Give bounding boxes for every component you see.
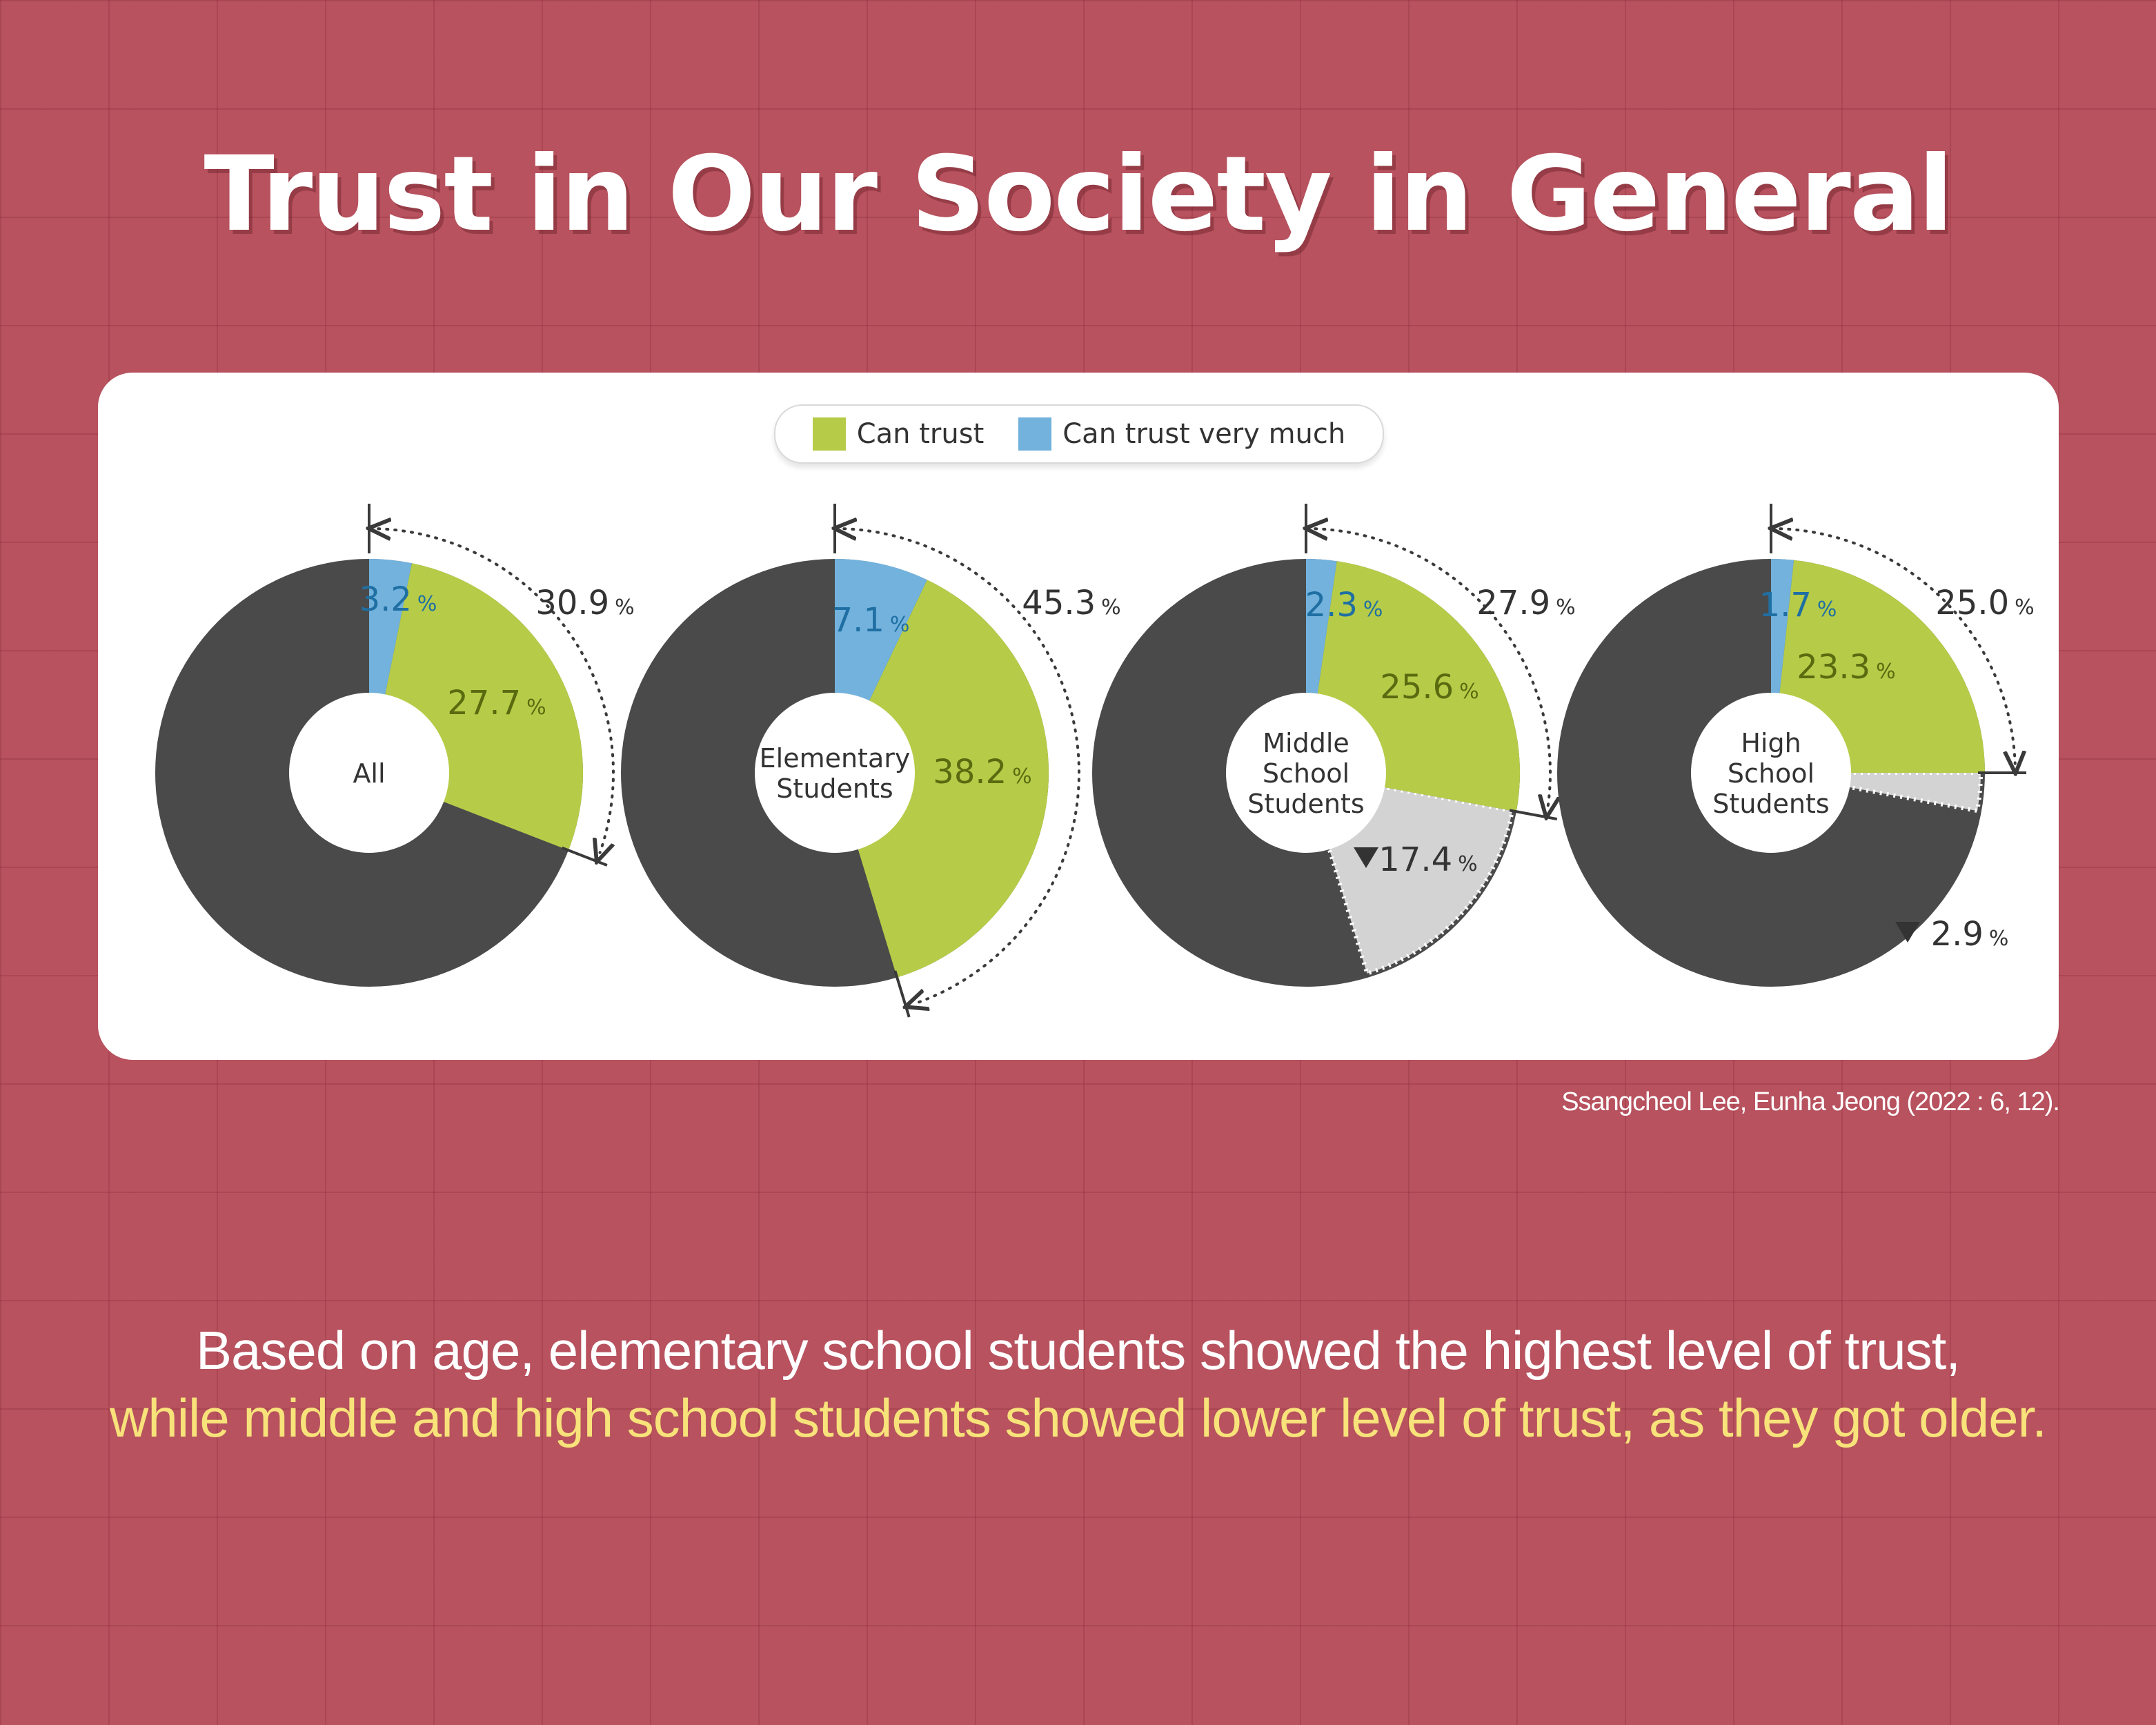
label-can-trust: 27.7% — [447, 684, 546, 722]
donut-chart-4: High School Students 1.7 % 23.3 % 25.0 % 2.9% — [1557, 504, 2035, 987]
total-end-tick — [1509, 809, 1558, 821]
label-can-trust-very-much: 3.2% — [359, 580, 437, 619]
total-arrow — [844, 529, 1080, 1003]
label-total: 30.9% — [535, 584, 634, 622]
label-can-trust: 38.2% — [933, 753, 1031, 791]
legend-label-can-trust: Can trust — [856, 418, 985, 450]
label-decrease: 2.9% — [1931, 915, 2009, 954]
label-can-trust-very-much: 7.1% — [832, 601, 910, 640]
center-label: Elementary Students — [760, 743, 911, 804]
label-decrease: 17.4% — [1378, 840, 1477, 879]
donut-chart-3: Middle School Students 2.3 % 25.6 % 27.9 % 17.4% — [1092, 504, 1576, 987]
total-arrow — [1315, 529, 1550, 808]
donut-chart-2: Elementary Students 7.1 % 38.2 % 45.3% — [621, 504, 1121, 1018]
total-end-tick — [561, 846, 608, 867]
label-can-trust-very-much: 2.3% — [1305, 586, 1383, 624]
caption-line-2: while middle and high school students sh… — [110, 1388, 2047, 1448]
total-arrow — [1780, 529, 2015, 763]
caption-line-1: Based on age, elementary school students… — [196, 1320, 1961, 1381]
legend: Can trust Can trust very much — [774, 404, 1384, 464]
label-total: 27.9% — [1476, 584, 1575, 622]
label-can-trust: 25.6% — [1380, 668, 1478, 707]
decrease-icon — [1354, 847, 1378, 868]
center-label: High School Students — [1712, 728, 1829, 819]
legend-item-can-trust: Can trust — [812, 417, 985, 451]
total-end-tick — [893, 970, 911, 1018]
legend-label-can-trust-very-much: Can trust very much — [1062, 418, 1346, 450]
donut-chart-1: All 3.2 % 27.7 % 30.9% — [155, 504, 635, 987]
center-label: All — [353, 758, 385, 789]
label-can-trust: 23.3% — [1797, 648, 1895, 687]
center-label: Middle School Students — [1247, 728, 1364, 819]
total-arrow — [378, 529, 613, 852]
legend-item-can-trust-very-much: Can trust very much — [1018, 417, 1345, 451]
legend-swatch-can-trust-very-much — [1018, 417, 1052, 451]
label-can-trust-very-much: 1.7% — [1759, 586, 1837, 624]
label-total: 45.3% — [1022, 584, 1120, 622]
page-title: Trust in Our Society in General — [204, 135, 1954, 255]
source-citation: Ssangcheol Lee, Eunha Jeong (2022 : 6, 1… — [1561, 1087, 2060, 1116]
legend-swatch-can-trust — [812, 417, 846, 451]
label-total: 25.0% — [1935, 584, 2034, 622]
decrease-icon — [1895, 922, 1920, 943]
